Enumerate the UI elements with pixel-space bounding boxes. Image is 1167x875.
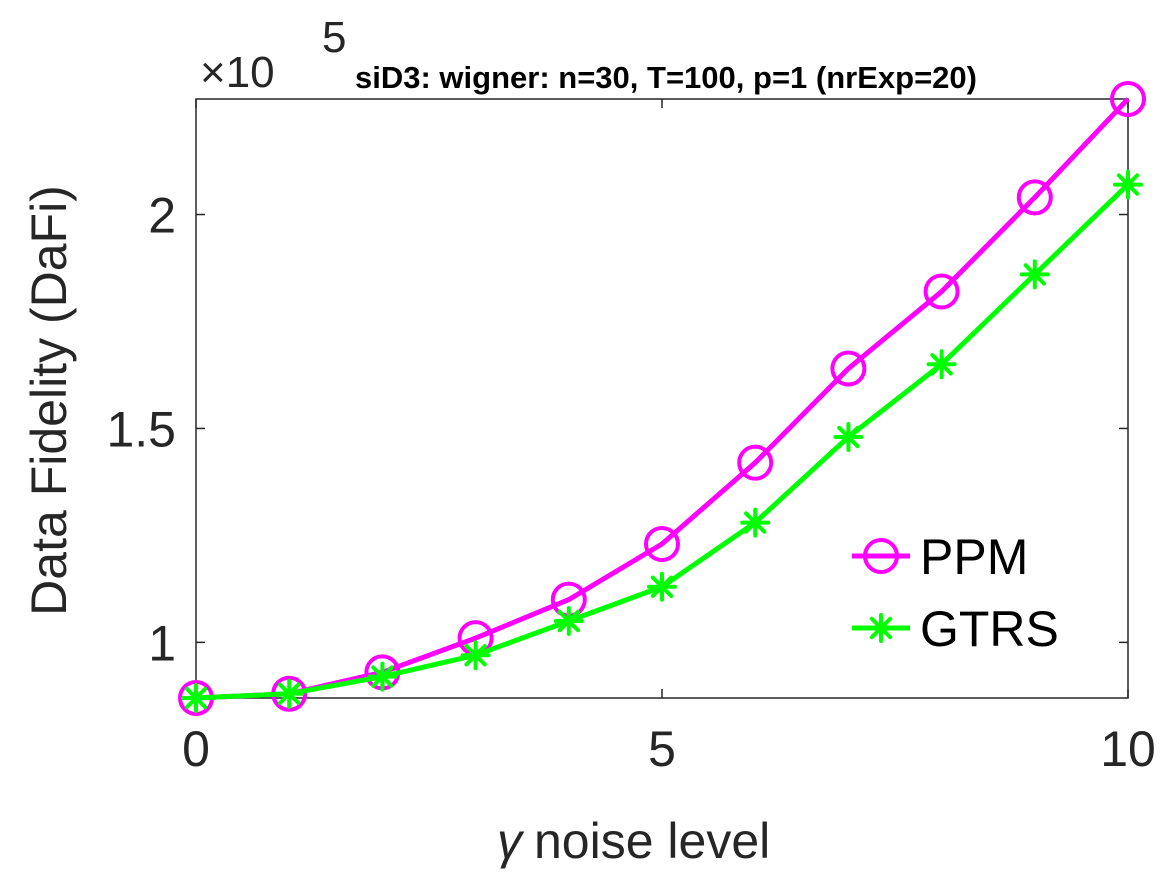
data-point-ppm [923, 273, 960, 310]
data-point-ppm [644, 525, 680, 562]
x-axis-label: noise level [534, 813, 770, 869]
y-axis-multiplier-base: ×10 [200, 48, 275, 97]
data-point-ppm [1016, 179, 1053, 216]
asterisk-stroke [930, 353, 953, 376]
data-point-gtrs [833, 422, 864, 453]
data-point-gtrs [1113, 169, 1143, 200]
y-axis-multiplier-exponent: 5 [322, 13, 346, 62]
legend-label-gtrs: GTRS [920, 601, 1059, 657]
asterisk-stroke [371, 665, 394, 688]
asterisk-stroke [744, 511, 767, 534]
asterisk-stroke [557, 609, 580, 633]
series-layer [178, 81, 1146, 716]
legend: PPM GTRS [852, 529, 1059, 657]
y-tick-label: 1 [148, 615, 176, 671]
data-point-gtrs [647, 571, 677, 602]
legend-marker [866, 613, 896, 643]
x-tick-label: 0 [182, 721, 210, 777]
series-gtrs [181, 169, 1143, 713]
data-point-ppm [830, 350, 867, 387]
data-point-gtrs [460, 640, 491, 671]
y-tick-label: 1.5 [106, 401, 176, 457]
asterisk-stroke [278, 682, 301, 705]
y-axis-label: Data Fidelity (DaFi) [21, 185, 77, 616]
legend-item-ppm: PPM [852, 529, 1028, 585]
y-tick-label: 2 [148, 188, 176, 244]
data-point-ppm [737, 444, 774, 481]
asterisk-stroke [184, 686, 208, 710]
asterisk-stroke [650, 575, 674, 598]
chart-title: siD3: wigner: n=30, T=100, p=1 (nrExp=20… [355, 60, 977, 95]
data-point-gtrs [740, 507, 771, 538]
asterisk-stroke [869, 616, 893, 640]
legend-marker [863, 538, 899, 574]
axes: 0 5 10 1 1.5 2 [106, 99, 1156, 777]
series-line-ppm [195, 97, 1130, 701]
x-axis-label-symbol: γ [497, 813, 525, 869]
data-point-gtrs [1019, 259, 1050, 290]
data-point-gtrs [926, 349, 957, 380]
data-point-ppm [1110, 81, 1146, 117]
data-point-gtrs [367, 661, 398, 692]
series-ppm [178, 81, 1146, 716]
asterisk-stroke [1023, 263, 1046, 286]
x-tick-label: 5 [648, 721, 676, 777]
asterisk-stroke [464, 644, 487, 667]
data-point-gtrs [181, 683, 211, 713]
legend-item-gtrs: GTRS [852, 601, 1059, 657]
x-tick-label: 10 [1100, 721, 1156, 777]
data-point-gtrs [274, 678, 305, 709]
asterisk-stroke [837, 425, 860, 449]
legend-label-ppm: PPM [920, 529, 1028, 585]
x-axis-label-group: γ noise level [497, 813, 770, 869]
data-point-gtrs [553, 605, 584, 636]
asterisk-stroke [1116, 173, 1140, 196]
